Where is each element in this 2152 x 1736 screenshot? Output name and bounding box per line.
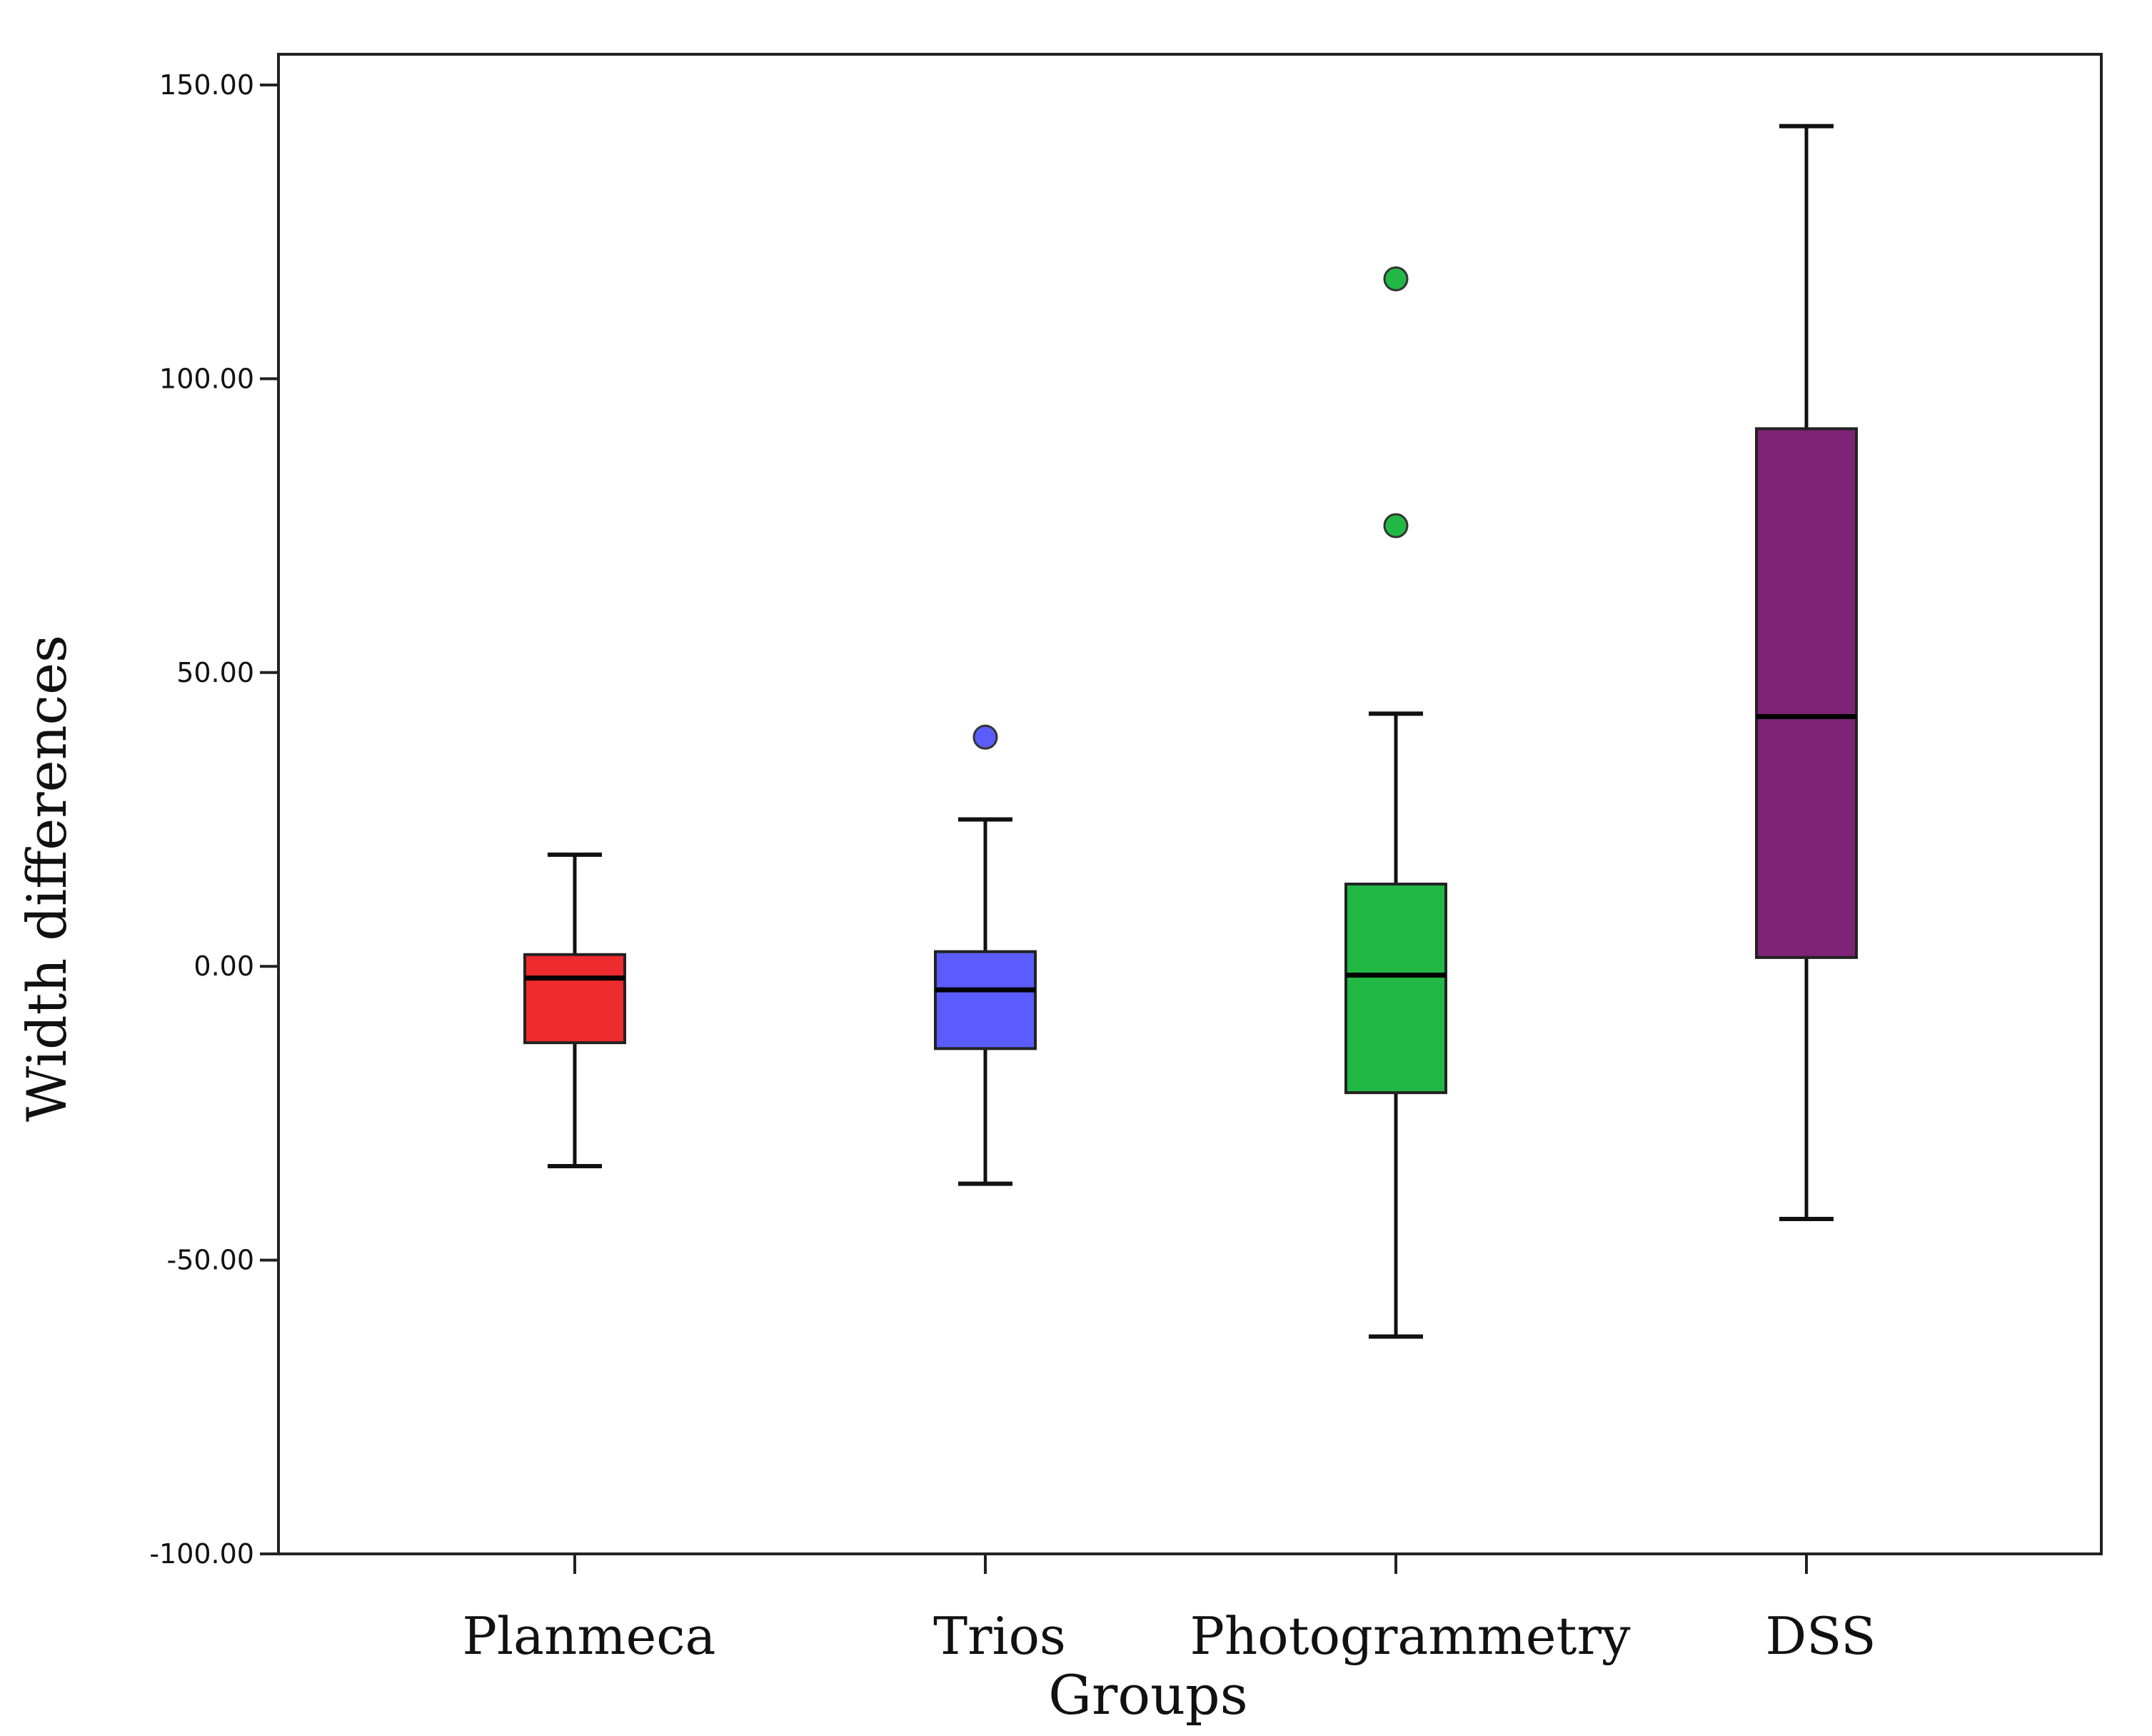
y-tick-label: 0.00 xyxy=(193,950,254,982)
y-axis: 150.00 100.00 50.00 0.00 -50.00 -100.00 xyxy=(149,69,278,1570)
iqr-box xyxy=(523,953,626,1045)
y-tick-label: -50.00 xyxy=(167,1245,255,1276)
box-trios xyxy=(934,724,1037,1186)
y-tick-label: 50.00 xyxy=(176,657,254,688)
y-tick-label: 100.00 xyxy=(159,363,254,394)
box-photogrammetry xyxy=(1344,266,1447,1339)
x-tick-label: Planmeca xyxy=(463,1606,716,1666)
y-axis-title: Width differences xyxy=(15,635,79,1122)
iqr-box xyxy=(934,950,1037,1050)
box-planmeca xyxy=(523,852,626,1168)
x-axis: Planmeca Trios Photogrammetry DSS xyxy=(463,1554,1876,1666)
x-axis-title: Groups xyxy=(1048,1663,1247,1727)
x-tick-label: DSS xyxy=(1765,1606,1876,1666)
iqr-box xyxy=(1755,427,1858,959)
x-tick-label: Photogrammetry xyxy=(1190,1606,1630,1666)
box-dss xyxy=(1755,124,1858,1222)
outlier-point xyxy=(1383,513,1409,538)
outlier-point xyxy=(972,724,998,750)
y-tick-label: 150.00 xyxy=(159,69,254,101)
plot-frame xyxy=(277,53,2103,1555)
y-tick-label: -100.00 xyxy=(149,1538,254,1570)
box-series xyxy=(523,124,1858,1339)
x-tick-label: Trios xyxy=(933,1606,1066,1666)
iqr-box xyxy=(1344,883,1447,1095)
outlier-point xyxy=(1383,266,1409,292)
